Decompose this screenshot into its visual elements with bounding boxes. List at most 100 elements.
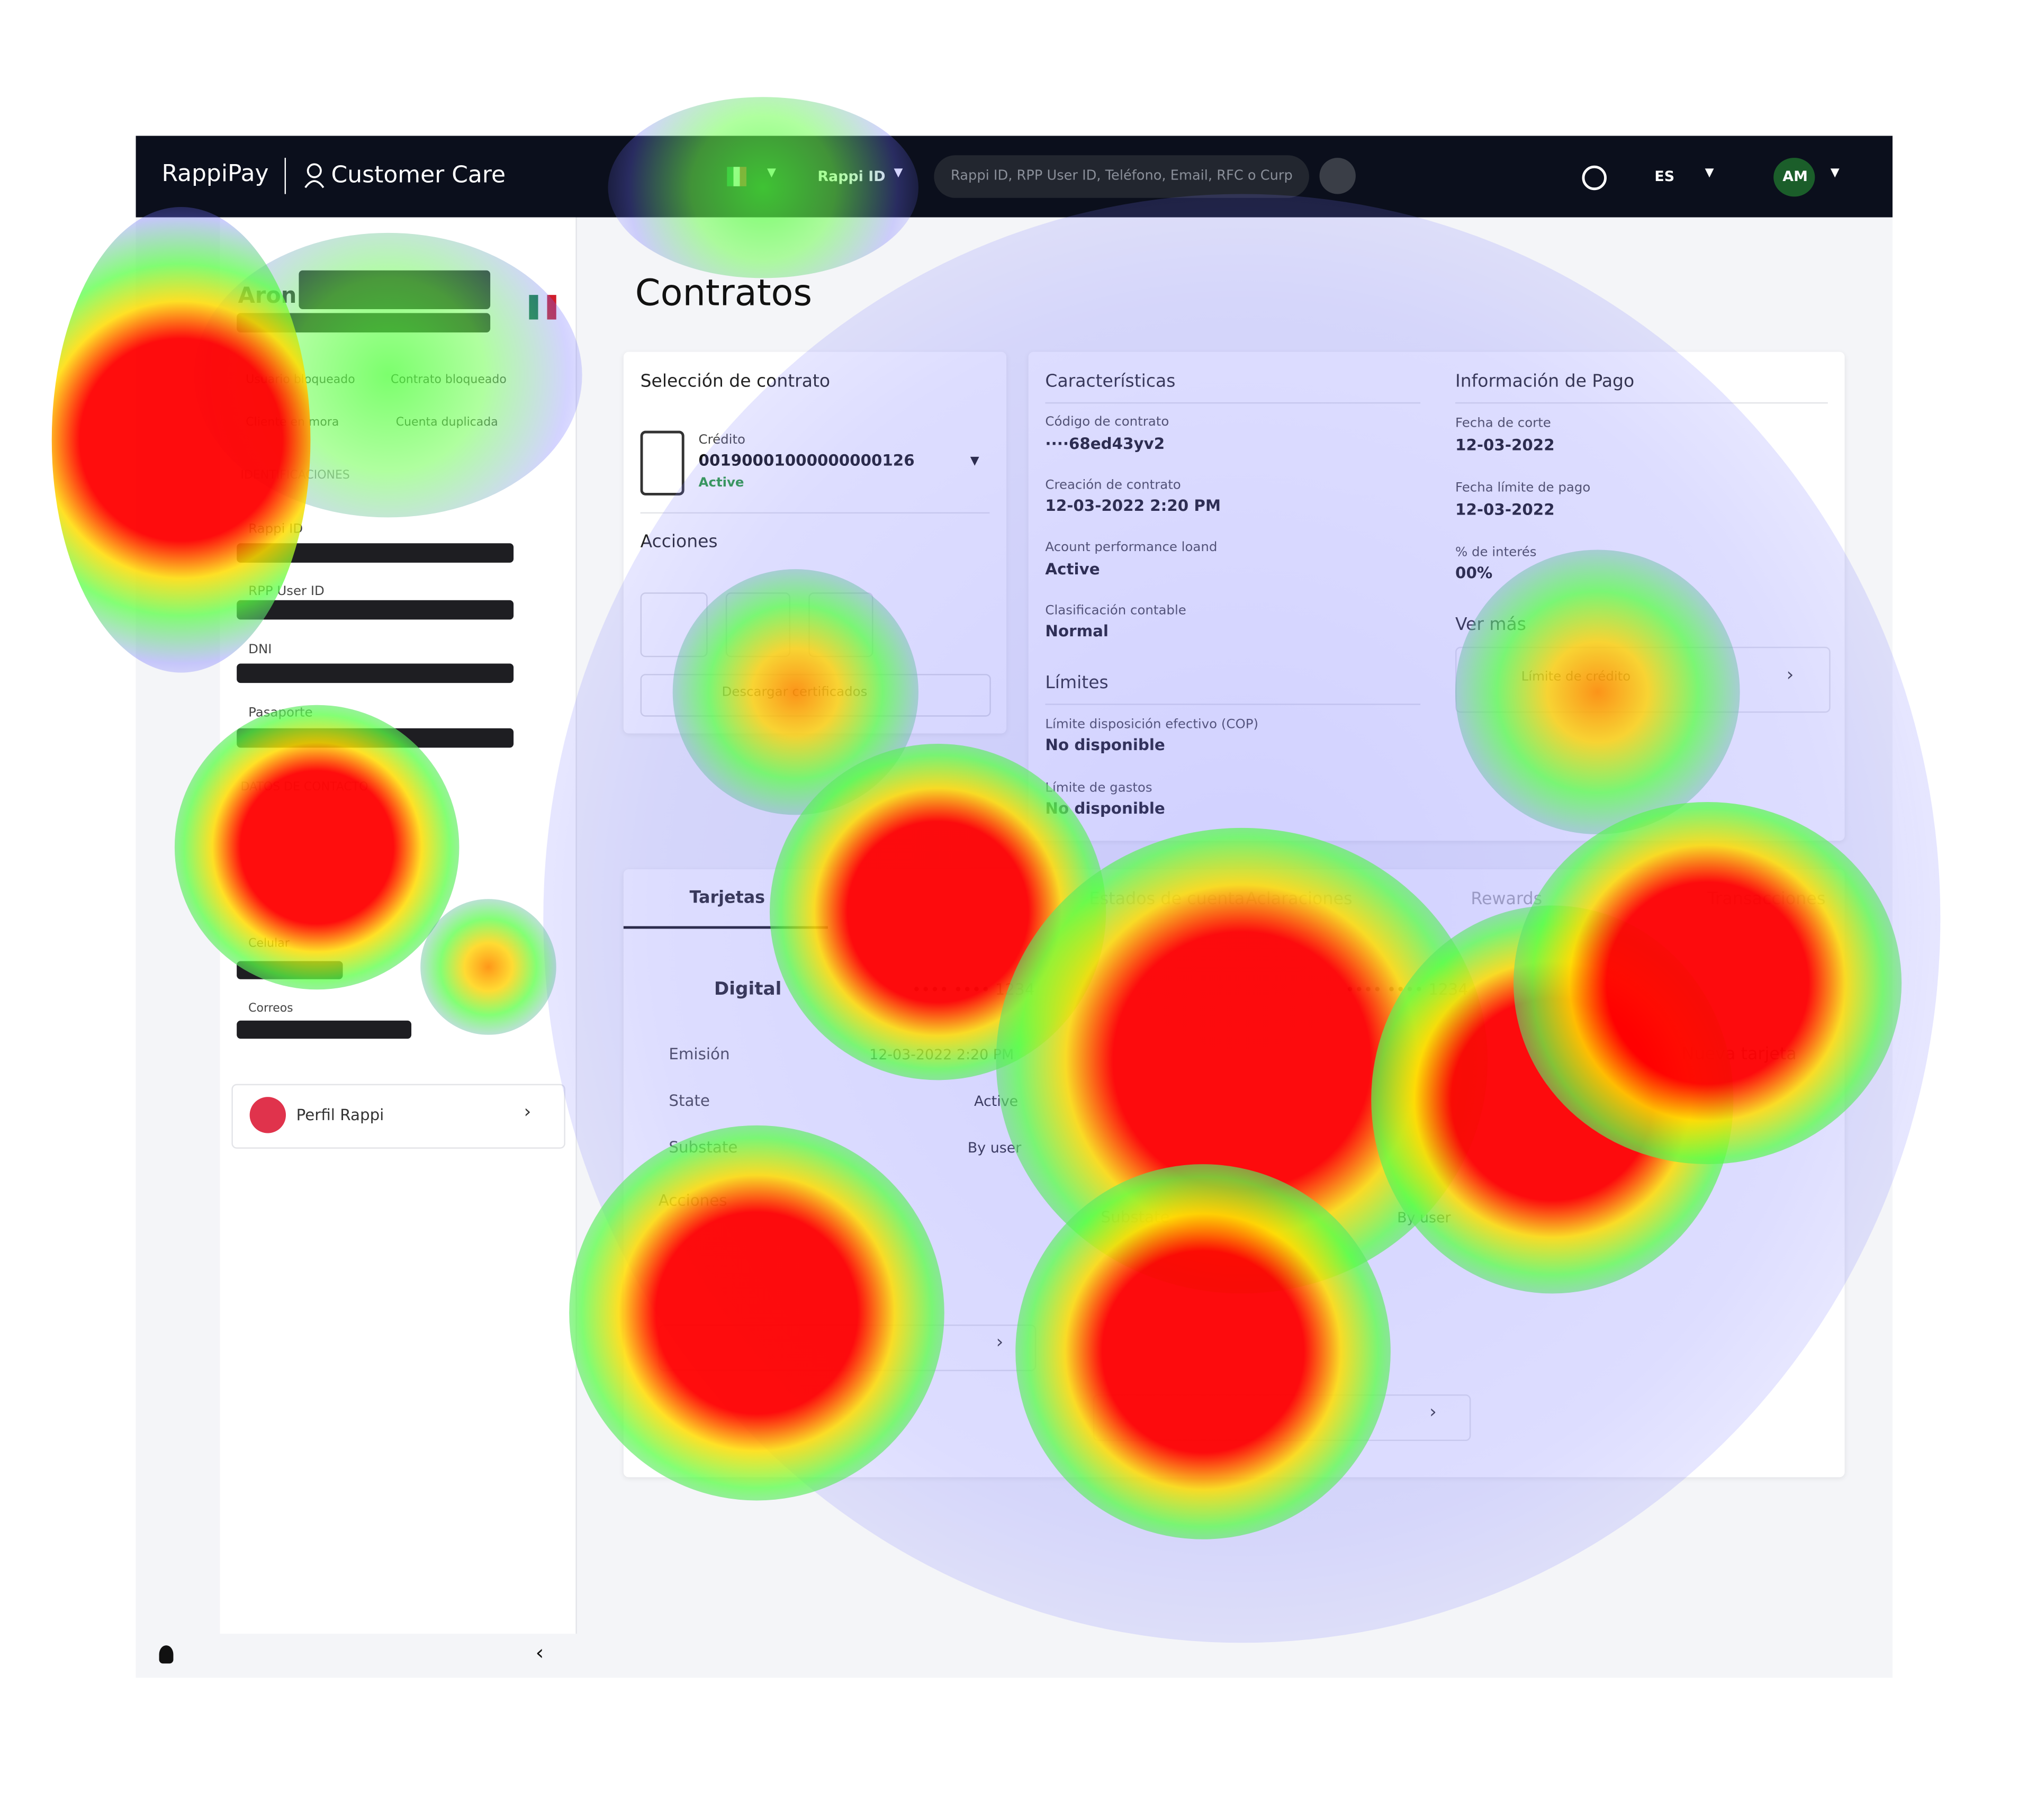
- field-value: 12-03-2022: [1455, 500, 1555, 519]
- dropdown-arrow[interactable]: ▼: [1830, 167, 1840, 180]
- status: Active: [698, 476, 744, 491]
- card-action-box[interactable]: [1093, 1394, 1471, 1441]
- field-label: Rappi ID: [248, 522, 303, 537]
- redacted: [237, 600, 514, 620]
- search-button[interactable]: [1319, 158, 1356, 194]
- action-button[interactable]: [808, 592, 873, 657]
- redacted: [299, 270, 491, 309]
- field-label: Pasaporte: [248, 706, 313, 721]
- dropdown-arrow[interactable]: ▼: [1705, 167, 1714, 180]
- dropdown-arrow[interactable]: ▼: [894, 167, 903, 180]
- card-action-box[interactable]: [658, 1325, 1037, 1372]
- row-value: 12-03-2022 2:20 PM: [869, 1046, 1014, 1064]
- field-label: Código de contrato: [1045, 415, 1169, 430]
- id-selector[interactable]: Rappi ID: [817, 168, 886, 185]
- field-value: 00%: [1455, 564, 1493, 582]
- user-icon[interactable]: [159, 1645, 174, 1664]
- action-button[interactable]: [640, 592, 708, 657]
- customer-name: Aron: [238, 283, 297, 309]
- dropdown-arrow[interactable]: ▼: [970, 455, 979, 468]
- sidebar: [220, 217, 577, 1634]
- field-value: 12-03-2022: [1455, 436, 1555, 454]
- avatar[interactable]: [1773, 158, 1815, 197]
- product: Crédito: [698, 433, 746, 448]
- divider: [1045, 704, 1421, 705]
- row-label: Emisión: [669, 1045, 730, 1064]
- divider: [1455, 402, 1828, 404]
- row-label: Substate: [1101, 1208, 1170, 1227]
- field-label: Fecha límite de pago: [1455, 481, 1591, 495]
- divider: [284, 158, 286, 194]
- row-label: Substate: [669, 1138, 738, 1157]
- tab-underline: [623, 926, 828, 929]
- redacted: [237, 543, 514, 563]
- chevron[interactable]: ›: [1429, 1402, 1437, 1423]
- action-button[interactable]: [725, 592, 791, 657]
- field-value: No disponible: [1045, 799, 1165, 818]
- field-value: 12-03-2022 2:20 PM: [1045, 497, 1221, 515]
- search-box[interactable]: [934, 155, 1309, 198]
- new-card[interactable]: Nueva tarjeta: [1681, 1045, 1797, 1065]
- tag[interactable]: Usuario bloqueado: [246, 374, 355, 387]
- user-initials: AM: [1782, 168, 1808, 185]
- field-label: RPP User ID: [248, 584, 325, 599]
- product-name: Customer Care: [331, 161, 506, 189]
- section-title: Acciones: [640, 531, 718, 553]
- help-icon[interactable]: [1582, 165, 1607, 191]
- field-label: Correos: [248, 1002, 293, 1016]
- dropdown-arrow[interactable]: ▼: [767, 167, 776, 180]
- credit-limit-link[interactable]: Límite de crédito: [1521, 670, 1631, 684]
- credit-limit-box[interactable]: [1455, 646, 1831, 713]
- section-title: Límites: [1045, 672, 1109, 693]
- field-label: Límite de gastos: [1045, 781, 1152, 796]
- field-value: No disponible: [1045, 736, 1165, 754]
- language[interactable]: ES: [1654, 168, 1675, 185]
- row-value: Active: [974, 1093, 1019, 1110]
- field-label: Creación de contrato: [1045, 479, 1181, 493]
- card-number: •••• •••• 1234: [1345, 980, 1468, 999]
- card-title: Características: [1045, 371, 1176, 392]
- tab[interactable]: Transacciones: [1707, 890, 1826, 909]
- rappi-logo: [249, 1097, 286, 1133]
- section-title: DATOS DE CONTACTO: [240, 781, 368, 795]
- flag: [529, 295, 556, 320]
- field-value: Normal: [1045, 622, 1109, 641]
- redacted: [237, 961, 343, 979]
- profile-link[interactable]: Perfil Rappi: [296, 1106, 384, 1124]
- row-value: By user: [967, 1139, 1022, 1157]
- tab-active[interactable]: Tarjetas: [689, 888, 765, 908]
- chevron[interactable]: ›: [524, 1102, 531, 1123]
- divider: [640, 512, 990, 514]
- tab[interactable]: Aclaraciones: [1246, 890, 1353, 909]
- section-title: Ver más: [1455, 614, 1526, 635]
- field-label: % de interés: [1455, 546, 1537, 561]
- tag[interactable]: Cliente en mora: [246, 416, 339, 430]
- tag[interactable]: Cuenta duplicada: [395, 416, 498, 430]
- field-label: Acount performance loand: [1045, 540, 1218, 555]
- tab[interactable]: Estados de cuenta: [1089, 890, 1245, 909]
- card-title: Selección de contrato: [640, 371, 831, 392]
- download-button[interactable]: Descargar certificados: [722, 686, 868, 700]
- tab[interactable]: Rewards: [1471, 890, 1543, 909]
- document-icon: [640, 430, 684, 495]
- field-label: Límite disposición efectivo (COP): [1045, 718, 1259, 733]
- tag[interactable]: Contrato bloqueado: [390, 374, 507, 387]
- redacted: [237, 728, 514, 748]
- brand: RappiPay: [161, 160, 269, 188]
- profile-link-box[interactable]: [231, 1084, 565, 1149]
- field-label: DNI: [248, 643, 272, 657]
- cards-panel: [623, 869, 1845, 1477]
- collapse-icon[interactable]: ‹: [535, 1640, 544, 1665]
- contract-number[interactable]: 00190001000000000126: [698, 451, 915, 470]
- chevron[interactable]: ›: [1786, 664, 1794, 686]
- chevron[interactable]: ›: [996, 1332, 1004, 1353]
- field-value: Active: [1045, 560, 1100, 579]
- divider: [1045, 402, 1421, 404]
- country-flag[interactable]: [727, 167, 746, 186]
- card-number: •••• •••• 1234: [912, 980, 1035, 999]
- row-value: By user: [1397, 1209, 1451, 1227]
- redacted: [237, 663, 514, 683]
- redacted: [237, 1020, 412, 1039]
